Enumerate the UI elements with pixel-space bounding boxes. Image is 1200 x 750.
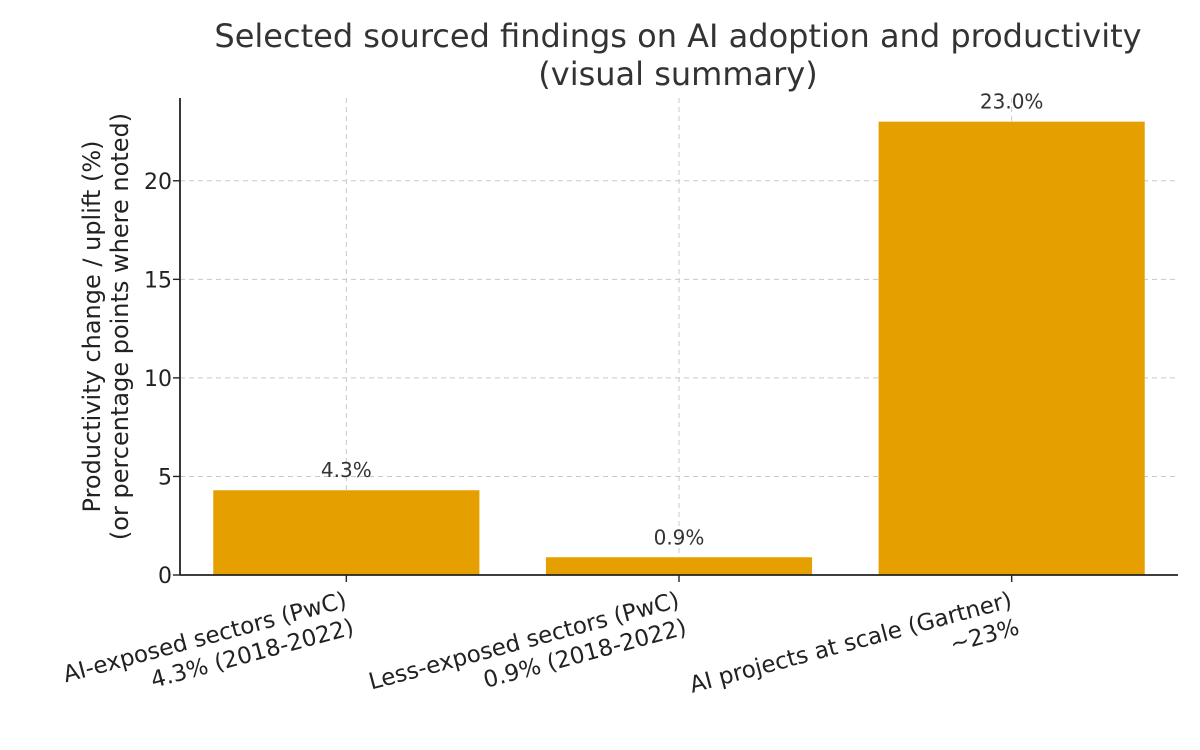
data-labels: 4.3% 0.9% 23.0% (321, 90, 1044, 550)
data-label: 23.0% (980, 90, 1044, 114)
bar (213, 490, 480, 575)
y-tick-labels: 0 5 10 15 20 (144, 170, 172, 589)
y-tick-label: 20 (144, 170, 172, 195)
data-label: 4.3% (321, 458, 372, 482)
axes (173, 98, 1178, 582)
y-tick-label: 15 (144, 268, 172, 293)
y-axis-label-line-1: Productivity change / uplift (%) (78, 141, 106, 513)
y-axis-label-line-2: (or percentage points where noted) (106, 113, 134, 540)
bar (878, 121, 1145, 575)
y-tick-label: 0 (158, 564, 172, 589)
y-tick-label: 5 (158, 465, 172, 490)
x-category-labels: AI-exposed sectors (PwC)4.3% (2018-2022)… (60, 587, 1022, 698)
chart-title-line-1: Selected sourced findings on AI adoption… (214, 17, 1141, 55)
bars (213, 121, 1145, 575)
x-category-label: AI projects at scale (Gartner)~23% (687, 587, 1022, 698)
chart-title-line-2: (visual summary) (538, 55, 817, 93)
chart-title: Selected sourced findings on AI adoption… (214, 17, 1141, 93)
x-category-label: AI-exposed sectors (PwC)4.3% (2018-2022) (60, 587, 356, 693)
y-axis-label: Productivity change / uplift (%) (or per… (78, 113, 134, 540)
data-label: 0.9% (654, 525, 705, 549)
y-tick-label: 10 (144, 367, 172, 392)
x-category-label: Less-exposed sectors (PwC)0.9% (2018-202… (366, 587, 689, 695)
bar (545, 557, 813, 575)
